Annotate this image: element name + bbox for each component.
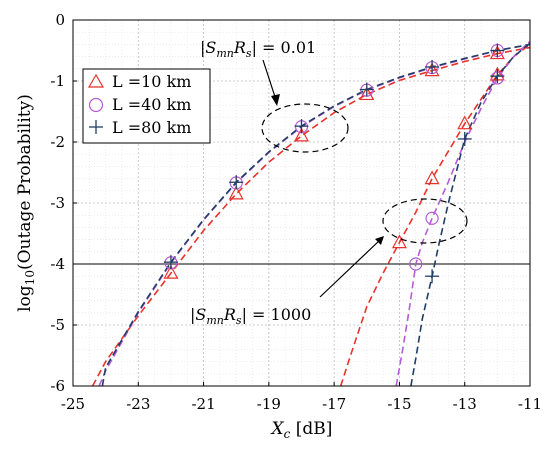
data-point-plus — [425, 269, 440, 284]
annotation-arrow-bottom — [319, 239, 381, 298]
y-tick-label: 0 — [55, 11, 65, 29]
data-point-plus — [457, 131, 472, 146]
y-tick-label: -4 — [50, 255, 65, 273]
legend-label-10km: L =10 km — [112, 72, 191, 91]
x-tick-label: -23 — [126, 395, 150, 413]
x-axis-label: Xc [dB] — [270, 419, 333, 441]
annotation-group-bottom: |SmnRs| = 1000 — [190, 198, 468, 327]
y-axis-label: log10(Outage Probability) — [15, 94, 37, 312]
series-line-plus-1000 — [410, 42, 530, 386]
data-point-plus — [490, 69, 505, 84]
marker-layer — [163, 43, 505, 284]
legend-plus-icon — [89, 120, 103, 134]
data-point-triangle — [391, 234, 407, 249]
series-line-circle-1000 — [395, 40, 530, 386]
tick-labels: -25 -23 -21 -19 -17 -15 -13 -11 0 -1 -2 -3 -4 -5 -6 — [50, 11, 542, 413]
y-tick-label: -6 — [50, 377, 65, 395]
data-point-circle — [409, 257, 423, 271]
annotation-label-top: |SmnRs| = 0.01 — [200, 38, 316, 60]
x-tick-label: -13 — [453, 395, 477, 413]
series-line-triangle-1000 — [339, 43, 530, 386]
annotation-arrowhead-bottom — [375, 236, 384, 245]
x-tick-label: -15 — [387, 395, 411, 413]
x-tick-label: -25 — [61, 395, 85, 413]
data-point-triangle — [489, 45, 505, 60]
legend-label-40km: L =40 km — [112, 95, 191, 114]
data-point-plus — [490, 43, 505, 58]
data-point-triangle — [424, 170, 440, 185]
y-tick-label: -2 — [50, 133, 65, 151]
annotation-group-top: |SmnRs| = 0.01 — [200, 38, 349, 153]
annotation-ellipse-top — [261, 103, 349, 153]
legend-triangle-icon — [87, 73, 105, 88]
annotation-label-bottom: |SmnRs| = 1000 — [190, 305, 311, 327]
legend: L =10 km L =40 km L =80 km — [82, 68, 211, 144]
data-point-circle — [425, 211, 439, 225]
data-point-triangle — [163, 264, 179, 279]
data-point-triangle — [228, 185, 244, 200]
legend-label-80km: L =80 km — [112, 118, 191, 137]
series-line-triangle-0.01 — [91, 46, 530, 386]
legend-box — [82, 68, 211, 144]
y-tick-label: -5 — [50, 316, 65, 334]
data-point-triangle — [293, 127, 310, 142]
annotation-arrowhead-top — [271, 94, 280, 106]
x-tick-label: -11 — [518, 395, 542, 413]
x-tick-label: -17 — [322, 395, 346, 413]
legend-circle-icon — [88, 97, 104, 113]
data-point-plus — [229, 175, 244, 190]
data-point-triangle — [359, 86, 375, 101]
x-tick-label: -19 — [257, 395, 281, 413]
data-point-plus — [425, 59, 440, 74]
y-tick-label: -3 — [50, 194, 65, 212]
y-tick-label: -1 — [50, 72, 65, 90]
data-point-plus — [294, 119, 309, 134]
data-point-plus — [359, 82, 374, 97]
annotation-ellipse-bottom — [382, 198, 468, 244]
data-point-triangle — [424, 62, 440, 77]
data-point-plus — [163, 255, 178, 270]
x-tick-label: -21 — [191, 395, 215, 413]
data-point-triangle — [457, 115, 473, 130]
